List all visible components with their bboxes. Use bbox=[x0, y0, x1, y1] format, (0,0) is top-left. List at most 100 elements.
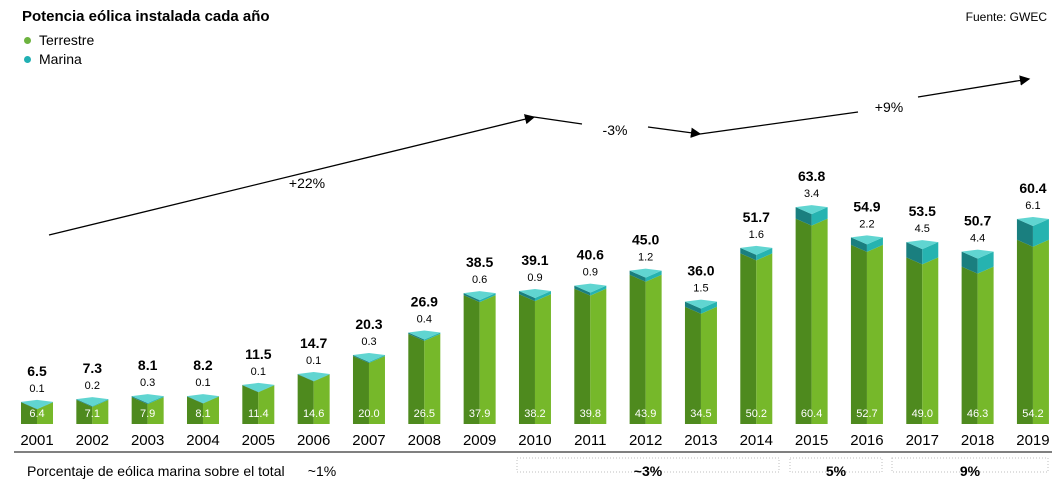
onshore-value-label-2002: 7.1 bbox=[85, 408, 100, 420]
total-value-label-2005: 11.5 bbox=[245, 346, 272, 362]
onshore-value-label-2018: 46.3 bbox=[967, 408, 988, 420]
bar-top-face-2013 bbox=[684, 299, 717, 309]
year-tick-label-2005: 2005 bbox=[242, 432, 275, 449]
offshore-value-label-2004: 0.1 bbox=[195, 377, 210, 389]
onshore-value-label-2003: 7.9 bbox=[140, 408, 155, 420]
total-value-label-2016: 54.9 bbox=[853, 198, 880, 214]
offshore-value-label-2009: 0.6 bbox=[472, 274, 487, 286]
bar-offshore-side-2013 bbox=[684, 301, 701, 314]
bar-onshore-front-2009 bbox=[479, 295, 496, 424]
bar-onshore-front-2003 bbox=[147, 397, 164, 424]
offshore-value-label-2003: 0.3 bbox=[140, 377, 155, 389]
growth-label-0: +22% bbox=[289, 175, 325, 191]
bar-top-face-2014 bbox=[740, 245, 773, 255]
bar-onshore-front-2002 bbox=[92, 399, 109, 424]
total-value-label-2018: 50.7 bbox=[964, 213, 991, 229]
bar-offshore-front-2013 bbox=[700, 301, 717, 314]
growth-label-2: +9% bbox=[875, 99, 903, 115]
bar-onshore-front-2013 bbox=[700, 306, 717, 424]
growth-arrow-2010-2013-a bbox=[533, 116, 583, 125]
bar-onshore-front-2005 bbox=[258, 385, 275, 424]
offshore-legend-dot-icon bbox=[24, 55, 31, 63]
onshore-value-label-2016: 52.7 bbox=[856, 408, 877, 420]
year-tick-label-2001: 2001 bbox=[20, 432, 53, 449]
year-tick-label-2017: 2017 bbox=[906, 432, 939, 449]
bar-offshore-side-2006 bbox=[297, 374, 314, 382]
footer-group-box-2 bbox=[789, 457, 883, 473]
bar-top-face-2012 bbox=[629, 268, 662, 278]
bar-top-face-2006 bbox=[297, 372, 330, 382]
footer-group-value-1: ~3% bbox=[634, 463, 663, 479]
total-value-label-2019: 60.4 bbox=[1019, 180, 1046, 196]
offshore-value-label-2017: 4.5 bbox=[915, 223, 930, 235]
onshore-value-label-2015: 60.4 bbox=[801, 408, 822, 420]
onshore-value-label-2007: 20.0 bbox=[358, 408, 379, 420]
footer-group-value-2: 5% bbox=[826, 463, 847, 479]
bar-onshore-side-2018 bbox=[961, 266, 978, 424]
total-value-label-2009: 38.5 bbox=[466, 254, 493, 270]
bar-top-face-2005 bbox=[242, 382, 275, 392]
year-tick-label-2012: 2012 bbox=[629, 432, 662, 449]
bar-onshore-front-2019 bbox=[1032, 239, 1049, 424]
bar-offshore-side-2001 bbox=[21, 401, 37, 410]
bar-offshore-side-2002 bbox=[76, 399, 93, 407]
total-value-label-2001: 6.5 bbox=[27, 363, 47, 379]
offshore-value-label-2019: 6.1 bbox=[1025, 200, 1040, 212]
bar-top-face-2004 bbox=[186, 394, 219, 404]
bar-offshore-side-2012 bbox=[629, 270, 646, 282]
offshore-value-label-2001: 0.1 bbox=[29, 383, 44, 395]
total-value-label-2017: 53.5 bbox=[909, 203, 936, 219]
source-label: Fuente: GWEC bbox=[965, 10, 1047, 24]
bar-top-face-2003 bbox=[131, 394, 164, 404]
offshore-value-label-2005: 0.1 bbox=[251, 366, 266, 378]
year-tick-label-2009: 2009 bbox=[463, 432, 496, 449]
onshore-value-label-2012: 43.9 bbox=[635, 408, 656, 420]
bar-top-face-2015 bbox=[795, 205, 828, 215]
bar-onshore-front-2006 bbox=[313, 374, 330, 424]
bar-offshore-front-2001 bbox=[37, 401, 53, 410]
bar-onshore-side-2003 bbox=[131, 397, 148, 424]
footer-layer: ~1% ~3% 5% 9% bbox=[308, 457, 1049, 479]
bar-offshore-front-2015 bbox=[811, 207, 828, 226]
bar-offshore-front-2007 bbox=[368, 354, 385, 363]
offshore-value-label-2010: 0.9 bbox=[527, 272, 542, 284]
total-value-label-2002: 7.3 bbox=[83, 360, 103, 376]
growth-arrow-2010-2013-b bbox=[647, 126, 702, 138]
bar-onshore-front-2011 bbox=[590, 288, 607, 424]
bar-offshore-front-2003 bbox=[147, 396, 164, 405]
bar-offshore-front-2011 bbox=[590, 285, 607, 296]
bar-onshore-front-2010 bbox=[534, 294, 551, 424]
year-tick-label-2015: 2015 bbox=[795, 432, 828, 449]
total-value-label-2004: 8.2 bbox=[193, 357, 213, 373]
bar-top-face-2001 bbox=[21, 399, 53, 409]
bar-offshore-front-2019 bbox=[1032, 218, 1049, 247]
bar-top-face-2010 bbox=[518, 289, 551, 299]
offshore-value-label-2014: 1.6 bbox=[749, 229, 764, 241]
bar-offshore-front-2008 bbox=[424, 332, 441, 341]
onshore-value-label-2005: 11.4 bbox=[248, 408, 269, 420]
offshore-value-label-2007: 0.3 bbox=[361, 336, 376, 348]
legend-label-offshore: Marina bbox=[39, 51, 82, 67]
bar-offshore-side-2003 bbox=[131, 396, 148, 405]
bar-offshore-side-2017 bbox=[906, 242, 923, 265]
growth-arrow-2013-2019-a bbox=[699, 111, 859, 135]
bar-offshore-side-2011 bbox=[574, 285, 591, 296]
onshore-value-label-2017: 49.0 bbox=[912, 408, 933, 420]
onshore-value-label-2006: 14.6 bbox=[303, 408, 324, 420]
year-tick-label-2016: 2016 bbox=[850, 432, 883, 449]
bar-onshore-side-2016 bbox=[850, 244, 867, 424]
onshore-value-label-2013: 34.5 bbox=[690, 408, 711, 420]
bar-onshore-front-2016 bbox=[866, 244, 883, 424]
bar-offshore-side-2018 bbox=[961, 251, 978, 274]
total-value-label-2012: 45.0 bbox=[632, 232, 659, 248]
onshore-legend-dot-icon bbox=[24, 36, 31, 44]
bar-offshore-front-2004 bbox=[202, 396, 219, 404]
bar-onshore-side-2006 bbox=[297, 374, 314, 424]
year-tick-label-2006: 2006 bbox=[297, 432, 330, 449]
year-tick-label-2019: 2019 bbox=[1016, 432, 1049, 449]
legend-item-onshore: Terrestre bbox=[24, 32, 94, 48]
footer-group-box-3 bbox=[891, 457, 1049, 473]
bar-onshore-side-2002 bbox=[76, 399, 93, 424]
bar-top-face-2016 bbox=[850, 235, 883, 245]
bar-offshore-side-2010 bbox=[518, 291, 535, 302]
